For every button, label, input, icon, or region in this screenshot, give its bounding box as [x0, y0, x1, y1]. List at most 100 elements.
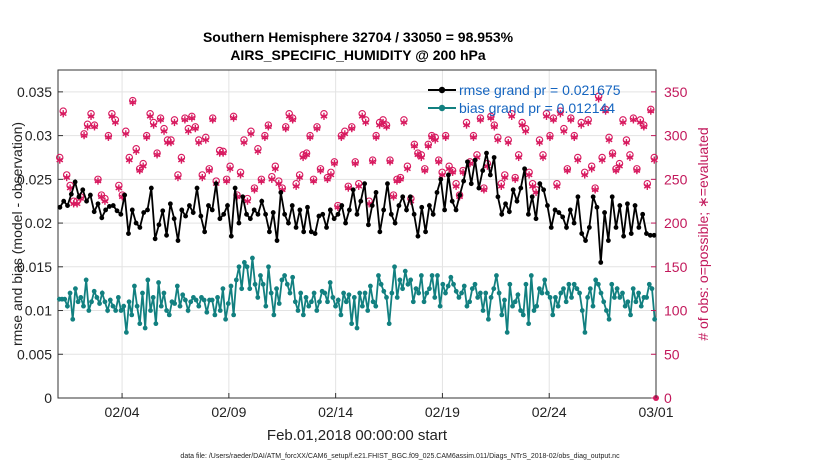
bias-point: [255, 295, 261, 300]
obs-evaluated-marker: [219, 149, 227, 157]
rmse-point: [156, 222, 162, 228]
bias-point: [314, 308, 320, 313]
bias-point: [402, 268, 408, 274]
y-right-tick-label: 200: [664, 215, 688, 231]
bias-point: [325, 299, 330, 305]
obs-evaluated-marker: [327, 171, 335, 179]
bias-point: [266, 264, 271, 270]
bias-point: [279, 277, 285, 283]
obs-evaluated-marker: [383, 123, 391, 131]
bias-point: [378, 281, 384, 287]
bias-point: [646, 281, 652, 287]
bias-point: [338, 312, 344, 318]
obs-evaluated-marker: [396, 175, 404, 183]
bias-point: [499, 312, 505, 318]
obs-evaluated-marker: [570, 133, 578, 141]
y-right-tick-label: 250: [664, 171, 688, 187]
bias-point: [148, 308, 153, 313]
bias-point: [467, 299, 473, 305]
obs-evaluated-marker: [268, 175, 276, 183]
obs-evaluated-marker: [522, 127, 530, 135]
rmse-point: [350, 187, 356, 193]
rmse-point: [586, 225, 592, 230]
bias-point: [544, 290, 550, 296]
obs-evaluated-marker: [195, 138, 203, 147]
rmse-point: [366, 222, 371, 228]
y-left-tick-label: 0.015: [17, 259, 52, 275]
obs-evaluated-marker: [553, 182, 561, 190]
obs-evaluated-marker: [529, 182, 537, 190]
bias-point: [526, 321, 532, 327]
rmse-point: [236, 220, 242, 226]
rmse-point: [453, 207, 459, 213]
obs-evaluated-marker: [546, 133, 554, 141]
rmse-point: [430, 211, 436, 217]
rmse-point: [221, 211, 227, 217]
bias-point: [585, 295, 591, 300]
obs-evaluated-marker: [362, 118, 370, 127]
chart-title: Southern Hemisphere 32704 / 33050 = 98.9…: [203, 29, 514, 45]
bias-point: [628, 312, 633, 318]
obs-evaluated-marker: [543, 112, 550, 120]
rmse-point: [503, 201, 508, 207]
y-right-tick-label: 150: [664, 259, 688, 275]
bias-point: [62, 296, 68, 302]
bias-point: [196, 303, 202, 309]
bias-point: [204, 309, 210, 315]
obs-evaluated-marker: [442, 133, 450, 141]
bias-point: [233, 277, 239, 283]
rmse-point: [636, 225, 642, 230]
rmse-point: [529, 194, 535, 200]
bias-point: [630, 286, 636, 292]
bias-point: [212, 312, 218, 318]
plot-area-frame: [57, 69, 657, 399]
obs-evaluated-marker: [157, 116, 165, 124]
bias-point: [274, 286, 279, 292]
obs-evaluated-marker: [104, 133, 112, 141]
obs-evaluated-marker: [285, 112, 293, 120]
bias-point: [126, 299, 132, 305]
bias-point: [236, 264, 242, 270]
bias-point: [427, 286, 432, 292]
rmse-point: [99, 215, 105, 221]
bias-point: [477, 290, 483, 296]
rmse-point: [202, 229, 208, 235]
obs-evaluated-marker: [626, 153, 634, 162]
rmse-point: [537, 181, 543, 187]
bias-point: [303, 295, 309, 300]
obs-evaluated-marker: [598, 156, 606, 164]
rmse-point: [407, 194, 413, 200]
obs-evaluated-marker: [494, 136, 502, 144]
rmse-point: [369, 203, 375, 208]
bias-point: [97, 301, 102, 306]
obs-evaluated-marker: [261, 133, 269, 141]
rmse-point: [518, 185, 524, 191]
rmse-point: [263, 211, 268, 217]
obs-evaluated-marker: [59, 110, 67, 118]
obs-evaluated-marker: [511, 175, 519, 183]
obs-count-series: [55, 92, 659, 401]
bias-point: [625, 299, 631, 305]
rmse-point: [358, 198, 364, 204]
obs-evaluated-marker: [223, 177, 231, 185]
obs-evaluated-marker: [87, 112, 95, 120]
rmse-point: [103, 207, 109, 213]
bias-point: [523, 281, 529, 287]
rmse-point: [217, 216, 223, 222]
bias-point: [182, 297, 188, 303]
obs-evaluated-marker: [605, 136, 613, 144]
x-axis-ticks: 02/04 02/09 02/14 02/19 02/24 03/01: [105, 393, 674, 420]
rmse-point: [579, 231, 585, 236]
bias-point: [536, 286, 542, 292]
rmse-point: [305, 204, 310, 210]
obs-evaluated-marker: [424, 142, 432, 150]
x-tick-label: 02/09: [211, 404, 246, 420]
x-tick-label: 02/19: [425, 404, 460, 420]
bias-point: [89, 299, 94, 305]
bias-point: [456, 295, 462, 300]
bias-point: [571, 281, 577, 287]
obs-evaluated-marker: [153, 151, 161, 159]
bias-point: [142, 325, 148, 331]
rmse-point: [179, 207, 185, 213]
y-left-tick-label: 0.03: [25, 128, 52, 144]
